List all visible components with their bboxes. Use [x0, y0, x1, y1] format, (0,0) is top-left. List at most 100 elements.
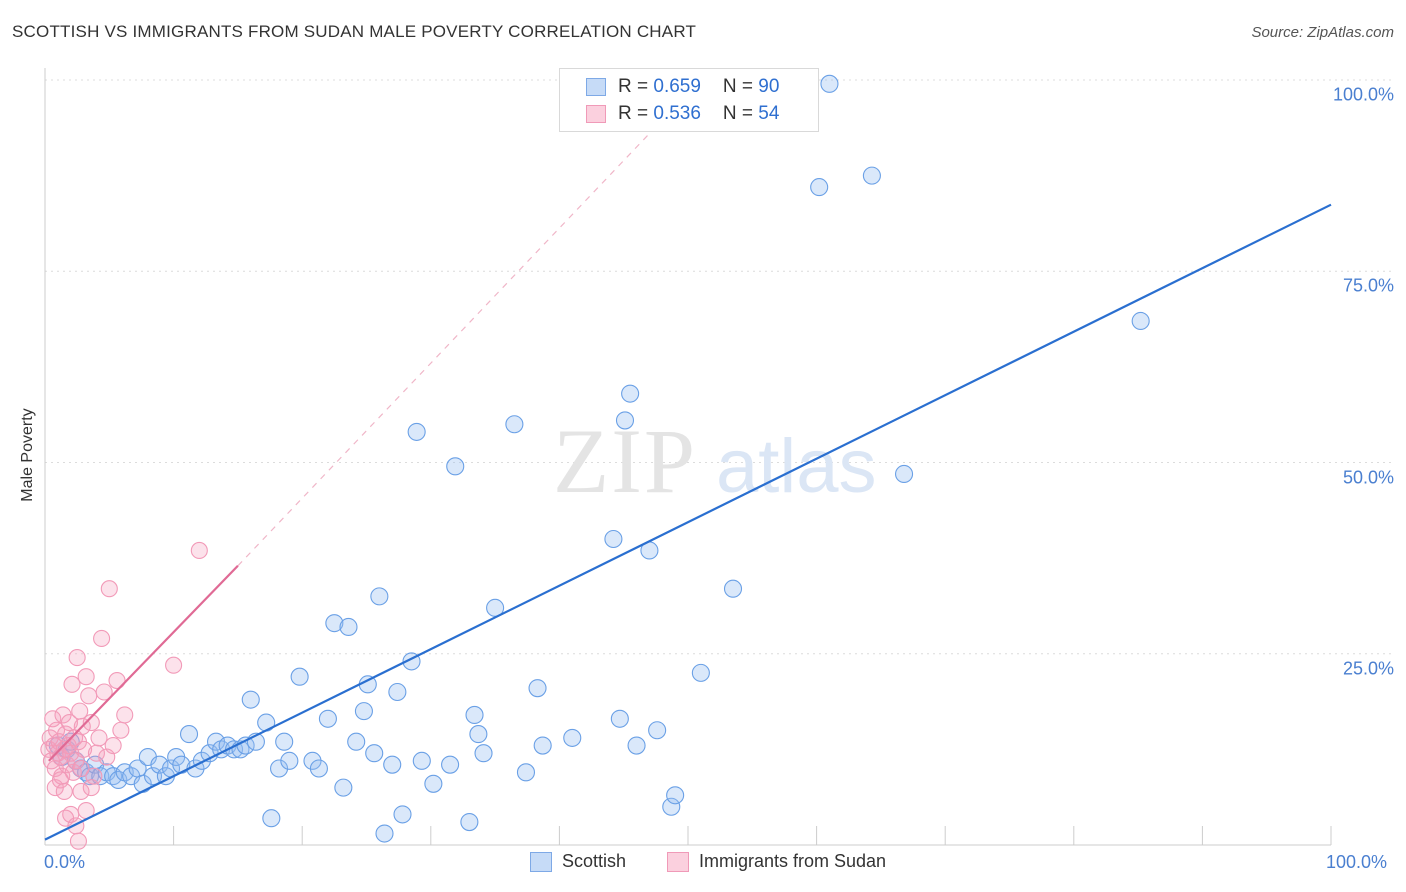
- source-label: Source: ZipAtlas.com: [1251, 24, 1394, 41]
- sudan-point: [68, 649, 86, 667]
- scottish-point: [615, 411, 635, 430]
- scottish-point: [621, 384, 640, 403]
- scottish-point: [325, 614, 344, 633]
- scottish-point: [563, 728, 582, 747]
- sudan-n-label: N =: [722, 103, 759, 124]
- sudan-point: [82, 714, 100, 732]
- scottish-point: [275, 732, 294, 751]
- scottish-point: [375, 824, 394, 843]
- scottish-point: [290, 667, 309, 686]
- scottish-point: [347, 732, 366, 751]
- scottish-point: [370, 587, 389, 606]
- sudan-point: [75, 740, 93, 758]
- scottish-point: [393, 805, 412, 824]
- scottish-point: [820, 74, 839, 93]
- scottish-point: [662, 797, 681, 816]
- scottish-swatch: [586, 78, 606, 96]
- scottish-point: [309, 759, 328, 778]
- scottish-point: [533, 736, 552, 755]
- legend-scottish-swatch: [530, 851, 552, 872]
- chart-title: SCOTTISH VS IMMIGRANTS FROM SUDAN MALE P…: [12, 22, 697, 41]
- sudan-point: [72, 759, 90, 778]
- sudan-trend-dashed: [237, 133, 650, 567]
- stats-row-sudan: R = 0.536 N = 54: [586, 102, 779, 126]
- legend-item-scottish[interactable]: Scottish: [530, 851, 626, 872]
- scottish-point: [318, 709, 337, 728]
- sudan-point: [104, 736, 122, 755]
- stats-row-scottish: R = 0.659 N = 90: [586, 75, 779, 99]
- scottish-point: [383, 755, 402, 774]
- scottish-point: [474, 744, 493, 763]
- scottish-point: [179, 725, 199, 744]
- sudan-point: [67, 817, 85, 835]
- scottish-point: [424, 774, 443, 793]
- sudan-point: [55, 782, 73, 801]
- sudan-point: [82, 779, 100, 797]
- scottish-point: [894, 464, 914, 484]
- scottish-r-label: R =: [618, 76, 654, 97]
- sudan-trend-line: [48, 565, 239, 762]
- watermark: ZIP atlas: [553, 410, 877, 512]
- scottish-point: [388, 682, 407, 702]
- scottish-point: [1131, 311, 1150, 331]
- scottish-point: [460, 812, 479, 832]
- scottish-point: [505, 415, 524, 434]
- sudan-point: [190, 541, 208, 560]
- grid-lines: [45, 79, 1393, 655]
- sudan-point: [112, 721, 130, 739]
- scottish-point: [339, 617, 358, 637]
- y-axis-label: Male Poverty: [19, 408, 36, 502]
- scottish-point: [469, 725, 488, 744]
- sudan-trend: [48, 565, 239, 762]
- y-tick-label: 50.0%: [1342, 467, 1394, 487]
- watermark-zip: ZIP: [553, 410, 697, 512]
- scottish-point: [354, 702, 373, 721]
- scottish-point: [610, 709, 629, 728]
- sudan-point: [100, 580, 118, 598]
- sudan-r-value: 0.536: [653, 103, 701, 124]
- scottish-n-value: 90: [758, 76, 780, 97]
- sudan-point: [60, 714, 78, 732]
- scottish-point: [465, 705, 484, 725]
- x-tick-max: 100.0%: [1326, 852, 1388, 872]
- scottish-point: [270, 759, 289, 778]
- y-tick-label: 100.0%: [1332, 84, 1394, 105]
- scottish-point: [412, 751, 431, 770]
- legend-sudan-label: Immigrants from Sudan: [699, 851, 887, 871]
- legend-sudan-swatch: [667, 851, 689, 872]
- scottish-trend-line: [44, 203, 1332, 841]
- sudan-point: [90, 729, 108, 747]
- scottish-point: [280, 751, 299, 770]
- scottish-point: [303, 751, 322, 770]
- scottish-point: [723, 579, 743, 598]
- scottish-point: [627, 736, 646, 755]
- scottish-point: [334, 778, 353, 797]
- scottish-point: [262, 809, 281, 828]
- scottish-point: [648, 721, 667, 740]
- sudan-n-value: 54: [758, 103, 780, 124]
- y-tick-label: 25.0%: [1342, 658, 1394, 679]
- sudan-point: [63, 675, 81, 693]
- sudan-point: [80, 687, 98, 705]
- scottish-point: [604, 529, 623, 549]
- scottish-point: [810, 178, 829, 197]
- scottish-point: [241, 690, 260, 709]
- scottish-point: [143, 767, 163, 786]
- scottish-trend: [44, 203, 1332, 841]
- sudan-trend-extension: [237, 133, 650, 567]
- sudan-point: [108, 671, 126, 690]
- scottish-point: [666, 786, 685, 805]
- scottish-point: [862, 166, 881, 185]
- scottish-point: [407, 422, 426, 441]
- scottish-point: [446, 457, 465, 476]
- scottish-point: [441, 755, 460, 774]
- x-tick-min: 0.0%: [44, 852, 86, 872]
- sudan-point: [93, 629, 111, 648]
- sudan-point: [69, 832, 87, 850]
- scottish-point: [516, 763, 536, 782]
- scottish-point: [691, 663, 710, 682]
- y-tick-label: 75.0%: [1342, 275, 1394, 296]
- legend-item-sudan[interactable]: Immigrants from Sudan: [667, 851, 886, 872]
- scottish-n-label: N =: [722, 76, 759, 97]
